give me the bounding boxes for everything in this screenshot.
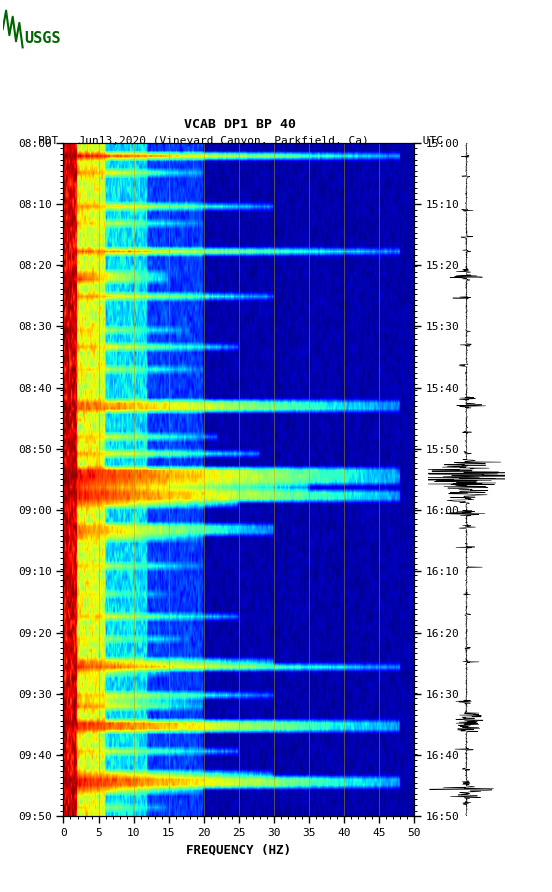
Text: PDT   Jun13,2020 (Vineyard Canyon, Parkfield, Ca)        UTC: PDT Jun13,2020 (Vineyard Canyon, Parkfie… bbox=[38, 136, 443, 145]
X-axis label: FREQUENCY (HZ): FREQUENCY (HZ) bbox=[186, 844, 291, 856]
Text: VCAB DP1 BP 40: VCAB DP1 BP 40 bbox=[184, 118, 296, 131]
Text: USGS: USGS bbox=[24, 31, 61, 46]
